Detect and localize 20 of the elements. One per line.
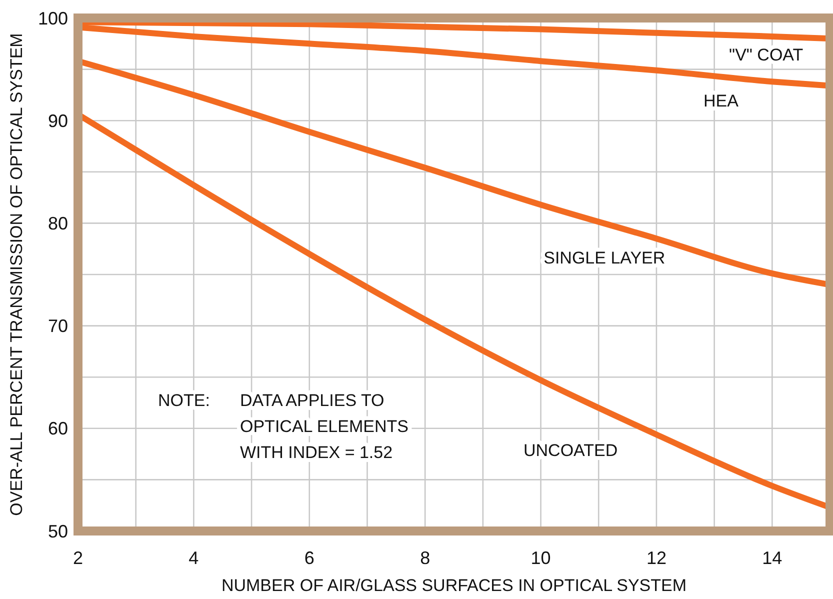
- x-tick-label: 12: [646, 548, 666, 568]
- series-label: UNCOATED: [523, 441, 618, 460]
- x-tick-label: 2: [72, 548, 84, 568]
- x-tick-label: 8: [420, 548, 430, 568]
- y-axis-title: OVER-ALL PERCENT TRANSMISSION OF OPTICAL SYSTEM: [7, 33, 26, 516]
- x-tick-label: 14: [762, 548, 782, 568]
- y-tick-label: 100: [38, 8, 68, 28]
- series-label: SINGLE LAYER: [544, 248, 666, 268]
- y-tick-label: 80: [48, 214, 68, 234]
- x-axis-title: NUMBER OF AIR/GLASS SURFACES IN OPTICAL SYSTEM: [221, 576, 687, 595]
- series-label: "V" COAT: [729, 45, 804, 64]
- y-tick-label: 50: [48, 521, 68, 542]
- x-tick-label: 10: [530, 548, 551, 568]
- x-tick-label: 4: [188, 548, 199, 568]
- y-tick-label: 60: [48, 418, 68, 439]
- series-label: HEA: [703, 92, 740, 111]
- text: NOTE: DATA APPLIES TO OPTICAL ELEMENTS WITH INDEX = 1.52: [158, 391, 408, 462]
- y-tick-label: 70: [48, 316, 68, 336]
- y-tick-label: 90: [48, 110, 68, 131]
- x-tick-label: 6: [304, 548, 314, 568]
